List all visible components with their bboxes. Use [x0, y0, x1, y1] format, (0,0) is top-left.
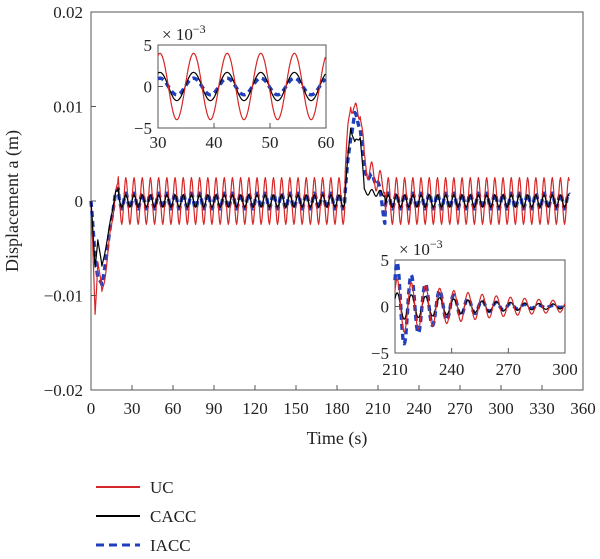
main-x-tick-label: 330	[529, 399, 555, 418]
series-line-cacc	[90, 127, 570, 268]
inset2-x-tick-label: 240	[439, 360, 465, 379]
legend: UC CACC IACC	[96, 478, 196, 555]
main-y-tick-label: −0.02	[44, 381, 83, 400]
inset-1-series-group	[156, 52, 327, 121]
series-line-uc	[90, 102, 570, 315]
legend-label-cacc: CACC	[150, 507, 196, 526]
inset-2-ticks-group: 210 240 270 300 −5 0 5	[371, 251, 578, 379]
main-x-tick-label: 90	[206, 399, 223, 418]
inset1-y-tick-label: 5	[144, 36, 153, 55]
inset1-x-tick-label: 40	[206, 133, 223, 152]
inset1-x-tick-label: 60	[318, 133, 335, 152]
main-x-tick-label: 240	[406, 399, 432, 418]
series-line-iacc	[89, 110, 571, 287]
inset-1: 30 40 50 60 −5 0 5 × 10−3	[134, 22, 335, 152]
main-x-tick-label: 180	[324, 399, 350, 418]
inset-1-frame	[157, 44, 327, 129]
legend-label-uc: UC	[150, 478, 174, 497]
y-axis-title: Displacement a (m)	[2, 130, 23, 272]
inset2-x-tick-label: 210	[382, 360, 408, 379]
main-x-tick-label: 30	[124, 399, 141, 418]
legend-label-iacc: IACC	[150, 536, 191, 555]
inset1-y-tick-label: −5	[134, 119, 152, 138]
main-x-tick-label: 60	[165, 399, 182, 418]
inset-2-series-line-uc	[394, 278, 566, 333]
inset-2-series-line-cacc	[394, 292, 566, 320]
main-series-group	[89, 102, 571, 315]
main-y-tick-label: −0.01	[44, 287, 83, 306]
main-y-tick-label: 0.02	[53, 3, 83, 22]
main-x-tick-label: 120	[242, 399, 268, 418]
inset1-y-tick-label: 0	[144, 78, 153, 97]
inset2-x-tick-label: 270	[496, 360, 522, 379]
inset-2-scale-label: × 10−3	[399, 237, 443, 259]
main-x-tick-label: 0	[87, 399, 96, 418]
main-ticks-group: 0 30 60 90 120 150 180 210 240 270 300 330 360−0.02−…	[44, 3, 596, 418]
inset-1-scale-label: × 10−3	[162, 22, 206, 44]
inset2-y-tick-label: −5	[371, 344, 389, 363]
main-x-tick-label: 270	[447, 399, 473, 418]
inset1-x-tick-label: 30	[150, 133, 167, 152]
main-y-tick-label: 0.01	[53, 98, 83, 117]
inset2-x-tick-label: 300	[552, 360, 578, 379]
inset1-x-tick-label: 50	[262, 133, 279, 152]
inset-1-ticks-group: 30 40 50 60 −5 0 5	[134, 36, 335, 152]
inset-2-series-group	[393, 260, 567, 346]
x-axis-title: Time (s)	[307, 428, 368, 449]
main-x-tick-label: 300	[488, 399, 514, 418]
main-x-tick-label: 210	[365, 399, 391, 418]
inset2-y-tick-label: 5	[381, 251, 390, 270]
main-y-tick-label: 0	[75, 192, 84, 211]
main-x-tick-label: 150	[283, 399, 309, 418]
inset-2: 210 240 270 300 −5 0 5 × 10−3	[371, 237, 578, 379]
inset-1-series-line-uc	[157, 52, 326, 121]
inset2-y-tick-label: 0	[381, 298, 390, 317]
main-x-tick-label: 360	[570, 399, 596, 418]
